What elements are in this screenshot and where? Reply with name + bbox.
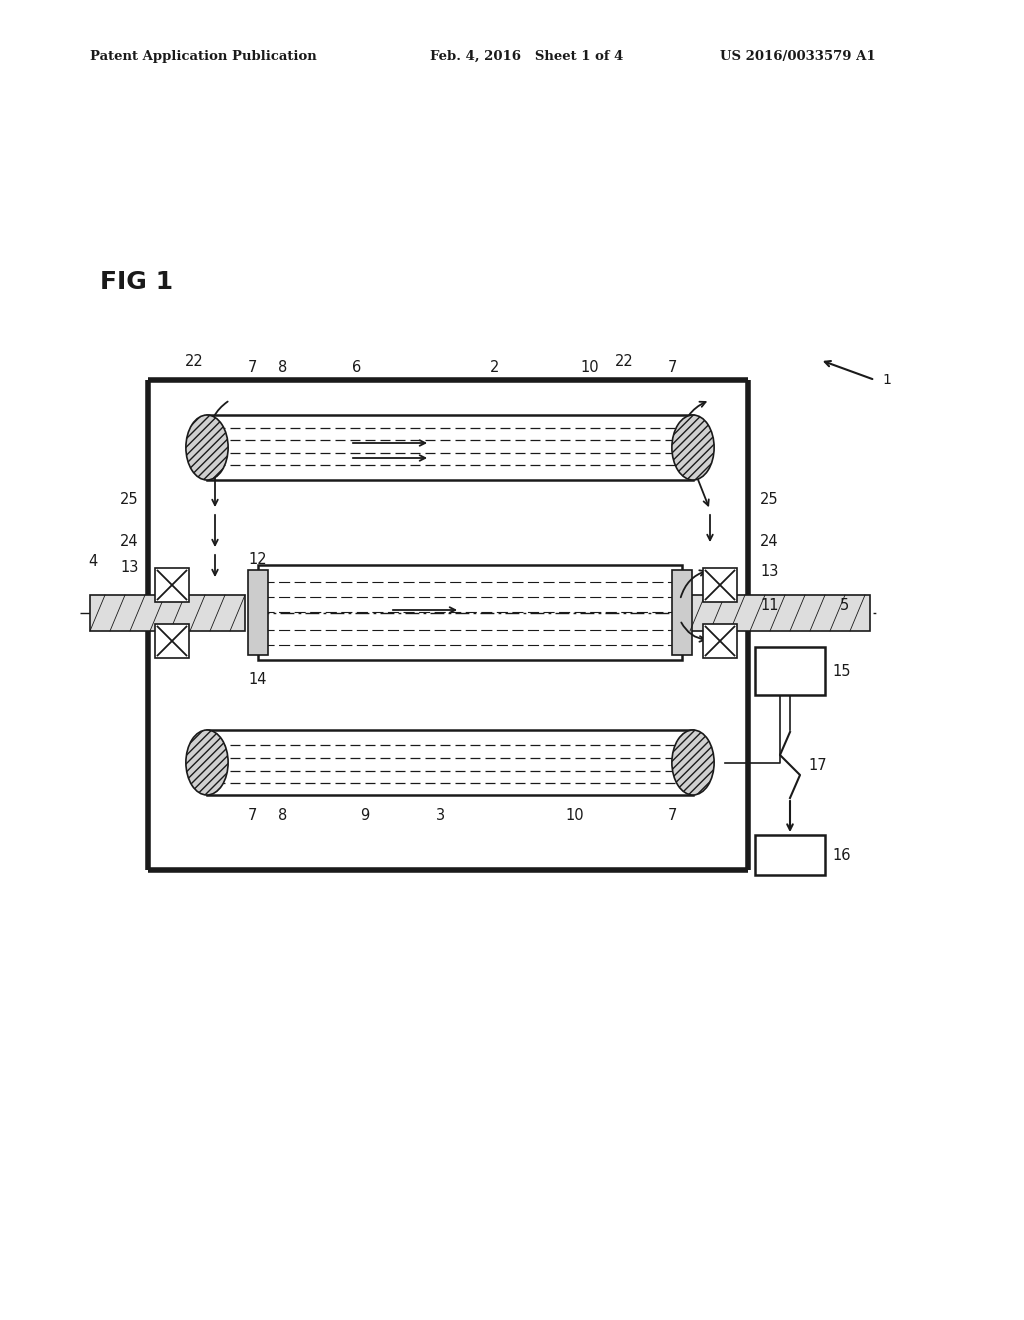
Text: 10: 10 [565,808,584,822]
Text: 14: 14 [248,672,266,688]
Text: 7: 7 [668,359,677,375]
Text: FIG 1: FIG 1 [100,271,173,294]
Bar [90,595,245,631]
Ellipse shape [186,414,228,480]
Bar [248,570,268,655]
Bar [155,624,189,657]
Text: 16: 16 [831,847,851,862]
Text: 17: 17 [808,758,826,772]
Ellipse shape [186,730,228,795]
Text: 8: 8 [278,359,288,375]
Text: Feb. 4, 2016   Sheet 1 of 4: Feb. 4, 2016 Sheet 1 of 4 [430,50,624,63]
Bar [703,624,737,657]
Text: 13: 13 [120,560,138,574]
Text: 25: 25 [120,492,138,507]
Text: 4: 4 [88,554,97,569]
Text: 3: 3 [436,808,445,822]
Bar [690,595,870,631]
Text: 24: 24 [120,535,138,549]
Bar [155,568,189,602]
Ellipse shape [672,414,714,480]
Bar [703,568,737,602]
Text: 12: 12 [248,553,266,568]
Text: 13: 13 [760,565,778,579]
Text: 9: 9 [360,808,370,822]
Bar [755,836,825,875]
Text: 7: 7 [248,808,257,822]
Text: 15: 15 [831,664,851,678]
Text: Patent Application Publication: Patent Application Publication [90,50,316,63]
Text: 10: 10 [580,359,599,375]
Text: 1: 1 [882,374,891,387]
Bar [207,730,693,795]
Text: 24: 24 [760,535,778,549]
Text: 2: 2 [490,359,500,375]
Ellipse shape [672,730,714,795]
Bar [258,565,682,660]
Text: 7: 7 [668,808,677,822]
Bar [755,647,825,696]
Text: 5: 5 [840,598,849,612]
Text: 22: 22 [615,355,634,370]
Text: 25: 25 [760,492,778,507]
Text: 22: 22 [185,355,204,370]
Bar [672,570,692,655]
Text: 8: 8 [278,808,288,822]
Text: 11: 11 [760,598,778,612]
Text: US 2016/0033579 A1: US 2016/0033579 A1 [720,50,876,63]
Text: 6: 6 [352,359,361,375]
Text: 7: 7 [248,359,257,375]
Bar [207,414,693,480]
